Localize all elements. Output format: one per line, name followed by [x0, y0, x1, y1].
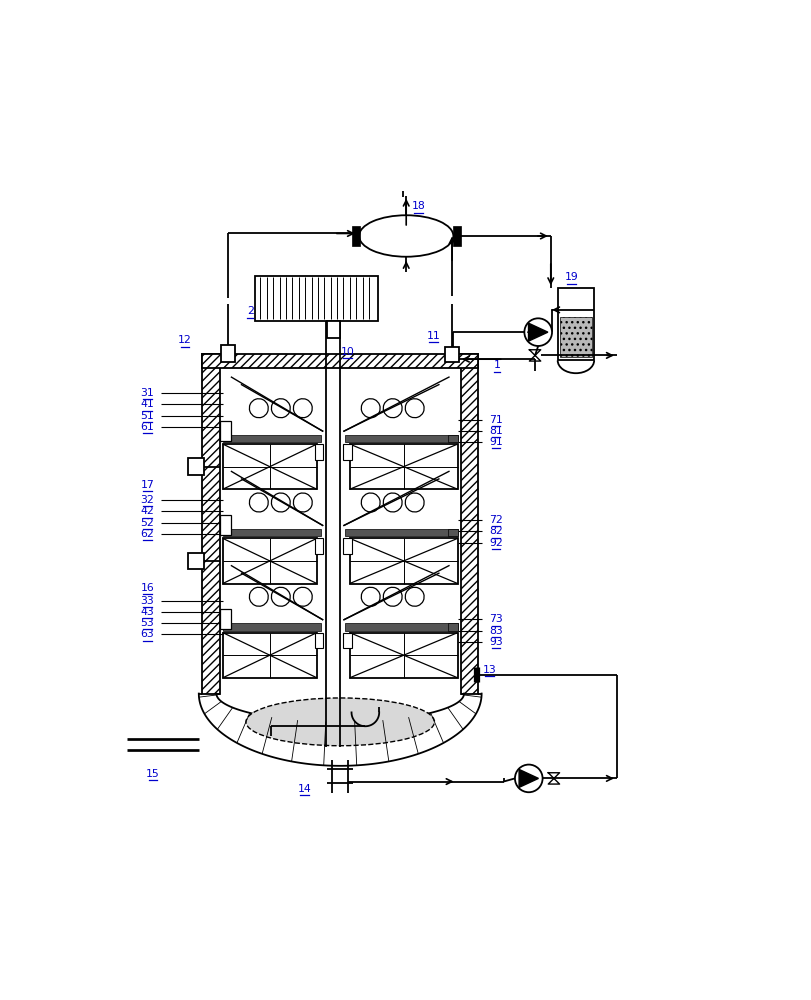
Bar	[345, 435, 457, 442]
Bar	[461, 354, 478, 694]
Bar	[188, 553, 204, 569]
Text: 93: 93	[489, 637, 503, 647]
Bar	[453, 226, 461, 246]
Bar	[448, 623, 457, 631]
Bar	[350, 538, 457, 584]
Bar	[351, 226, 360, 246]
Text: 2: 2	[247, 306, 254, 316]
Text: 81: 81	[489, 426, 503, 436]
Bar	[202, 354, 478, 368]
Bar	[315, 444, 324, 460]
Text: 63: 63	[140, 629, 154, 639]
Polygon shape	[519, 769, 539, 787]
Bar	[221, 345, 235, 362]
Bar	[223, 444, 317, 489]
Bar	[350, 444, 457, 489]
Bar	[448, 529, 457, 536]
Polygon shape	[529, 323, 548, 341]
Bar	[202, 354, 220, 694]
Text: 41: 41	[140, 399, 154, 409]
Bar	[350, 633, 457, 678]
Ellipse shape	[246, 698, 435, 746]
Bar	[223, 623, 321, 631]
Text: 72: 72	[489, 515, 503, 525]
Bar	[223, 435, 321, 442]
Bar	[255, 276, 378, 321]
Bar	[223, 538, 317, 584]
Text: 42: 42	[140, 506, 154, 516]
Text: 12: 12	[178, 335, 192, 345]
Text: 43: 43	[140, 607, 154, 617]
Bar	[315, 538, 324, 554]
Text: 13: 13	[483, 665, 496, 675]
Ellipse shape	[359, 215, 453, 257]
Bar	[558, 288, 594, 360]
Circle shape	[525, 318, 552, 346]
Circle shape	[515, 765, 543, 792]
Text: 71: 71	[489, 415, 503, 425]
Text: 73: 73	[489, 614, 503, 624]
Text: 10: 10	[341, 347, 354, 357]
Text: 14: 14	[298, 784, 311, 794]
Text: 1: 1	[494, 360, 500, 370]
Text: 16: 16	[140, 583, 154, 593]
Text: 61: 61	[140, 422, 154, 432]
Bar	[445, 347, 459, 362]
Text: 91: 91	[489, 437, 503, 447]
Text: 53: 53	[140, 618, 154, 628]
Text: 31: 31	[140, 388, 154, 398]
Bar	[345, 623, 457, 631]
Bar	[315, 633, 324, 648]
Text: 32: 32	[140, 495, 154, 505]
Text: 19: 19	[564, 272, 578, 282]
Text: 18: 18	[412, 201, 426, 211]
Bar	[223, 633, 317, 678]
Text: 33: 33	[140, 596, 154, 606]
Text: 82: 82	[489, 526, 503, 536]
Text: 52: 52	[140, 518, 154, 528]
Bar	[223, 529, 321, 536]
Bar	[448, 435, 457, 442]
Text: 11: 11	[427, 331, 440, 341]
Bar	[345, 529, 457, 536]
Bar	[188, 458, 204, 475]
Text: 15: 15	[146, 769, 160, 779]
Text: 17: 17	[140, 480, 154, 490]
Text: 62: 62	[140, 529, 154, 539]
Bar	[220, 609, 231, 629]
Text: 83: 83	[489, 626, 503, 636]
Bar	[343, 538, 351, 554]
Bar	[220, 515, 231, 535]
Bar	[343, 444, 351, 460]
Text: 51: 51	[140, 411, 154, 421]
Text: 92: 92	[489, 538, 503, 548]
Bar	[343, 633, 351, 648]
Bar	[560, 317, 592, 357]
Bar	[220, 421, 231, 441]
Bar	[327, 321, 340, 338]
